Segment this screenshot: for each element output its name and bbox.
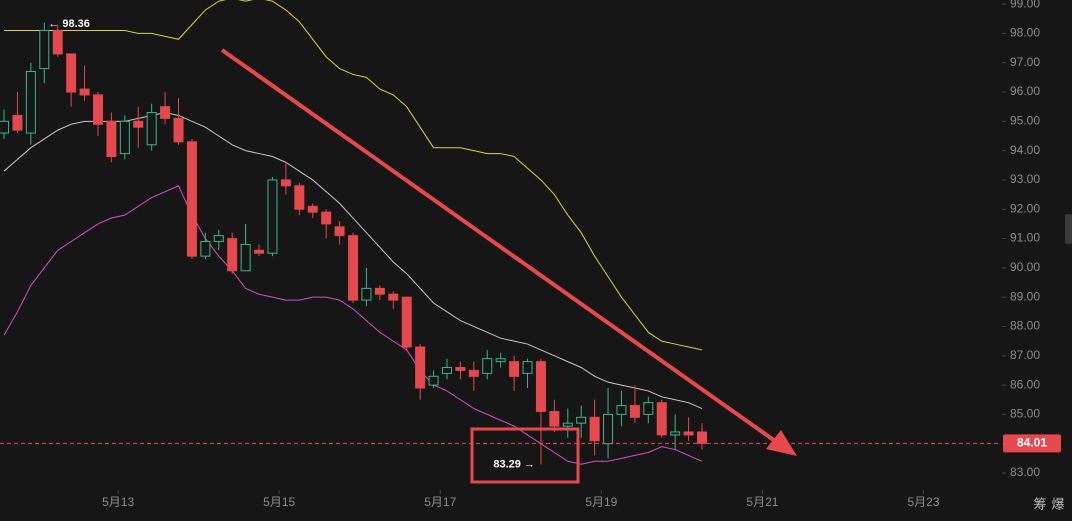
candle-body: [697, 431, 708, 444]
candle-body: [348, 235, 359, 301]
last-price-label: 84.01: [1017, 436, 1047, 450]
plot-area: 83.0084.0085.0086.0087.0088.0089.0090.00…: [0, 0, 1065, 511]
y-tick-label: 93.00: [1010, 172, 1040, 186]
candle-body: [227, 238, 238, 272]
candle-body: [401, 296, 412, 348]
high-annotation: ← 98.36: [48, 18, 90, 30]
y-tick-label: 85.00: [1010, 407, 1040, 421]
candle-body: [0, 120, 10, 134]
candle-body: [280, 179, 291, 187]
trend-arrow: [220, 48, 787, 450]
y-tick-label: 95.00: [1010, 113, 1040, 127]
candle-body: [133, 120, 144, 128]
y-tick-label: 94.00: [1010, 143, 1040, 157]
y-tick-label: 99.00: [1010, 0, 1040, 10]
candle-body: [321, 211, 332, 225]
candle-body: [307, 205, 318, 213]
x-tick-label: 5月21: [746, 495, 778, 509]
toolbar-button[interactable]: 筹: [1033, 496, 1046, 511]
y-tick-label: 83.00: [1010, 465, 1040, 479]
candle-body: [66, 53, 77, 93]
candle-body: [267, 179, 278, 254]
candle-body: [92, 94, 103, 125]
x-tick-label: 5月19: [585, 495, 617, 509]
candle-body: [670, 431, 681, 436]
candle-body: [428, 375, 439, 386]
candle-body: [79, 88, 90, 96]
x-tick-label: 5月17: [424, 495, 456, 509]
candle-body: [374, 287, 385, 295]
candle-body: [52, 29, 63, 55]
candle-body: [173, 117, 184, 143]
low-annotation: 83.29 →: [493, 458, 535, 470]
last-price-badge: [1003, 434, 1061, 453]
side-handle[interactable]: [1065, 214, 1072, 244]
candle-body: [522, 361, 533, 374]
y-tick-label: 96.00: [1010, 84, 1040, 98]
candle-body: [535, 361, 546, 412]
y-tick-label: 88.00: [1010, 319, 1040, 333]
candle-body: [200, 240, 211, 257]
candle-body: [549, 410, 560, 427]
candle-body: [186, 141, 197, 257]
candle-body: [562, 422, 573, 427]
candle-body: [39, 29, 50, 70]
y-tick-label: 86.00: [1010, 377, 1040, 391]
candle-body: [455, 367, 466, 371]
candle-body: [240, 243, 251, 272]
y-tick-label: 98.00: [1010, 26, 1040, 40]
y-tick-label: 89.00: [1010, 289, 1040, 303]
y-tick-label: 91.00: [1010, 231, 1040, 245]
candle-body: [334, 226, 345, 237]
y-tick-label: 87.00: [1010, 348, 1040, 362]
candle-body: [213, 235, 224, 242]
x-tick-label: 5月13: [102, 495, 134, 509]
candle-body: [160, 106, 171, 119]
candle-body: [616, 405, 627, 415]
candle-body: [468, 369, 479, 377]
candle-body: [119, 120, 130, 155]
band-line: [3, 185, 703, 465]
candle-body: [415, 346, 426, 389]
y-tick-label: 90.00: [1010, 260, 1040, 274]
candle-body: [589, 416, 600, 442]
candle-body: [254, 249, 265, 254]
candle-body: [12, 114, 23, 131]
y-tick-label: 92.00: [1010, 201, 1040, 215]
trend-arrow-head: [766, 430, 797, 456]
highlight-box: [470, 427, 580, 484]
x-tick-label: 5月23: [907, 495, 939, 509]
candle-body: [683, 431, 694, 436]
candle-body: [361, 287, 372, 301]
y-tick-label: 97.00: [1010, 55, 1040, 69]
candle-body: [509, 361, 520, 377]
x-tick-label: 5月15: [263, 495, 295, 509]
candle-body: [643, 402, 654, 415]
candle-body: [146, 112, 157, 146]
candle-body: [294, 185, 305, 210]
toolbar-button[interactable]: 爆: [1051, 496, 1064, 511]
candle-body: [495, 358, 506, 363]
candle-body: [629, 405, 640, 418]
candle-body: [603, 413, 614, 445]
candle-body: [25, 71, 36, 134]
candle-body: [388, 293, 399, 301]
candle-body: [482, 358, 493, 374]
band-line: [4, 0, 703, 351]
candle-body: [576, 416, 587, 424]
candle-body: [656, 402, 667, 436]
candle-body: [106, 120, 117, 157]
candle-body: [441, 367, 452, 374]
